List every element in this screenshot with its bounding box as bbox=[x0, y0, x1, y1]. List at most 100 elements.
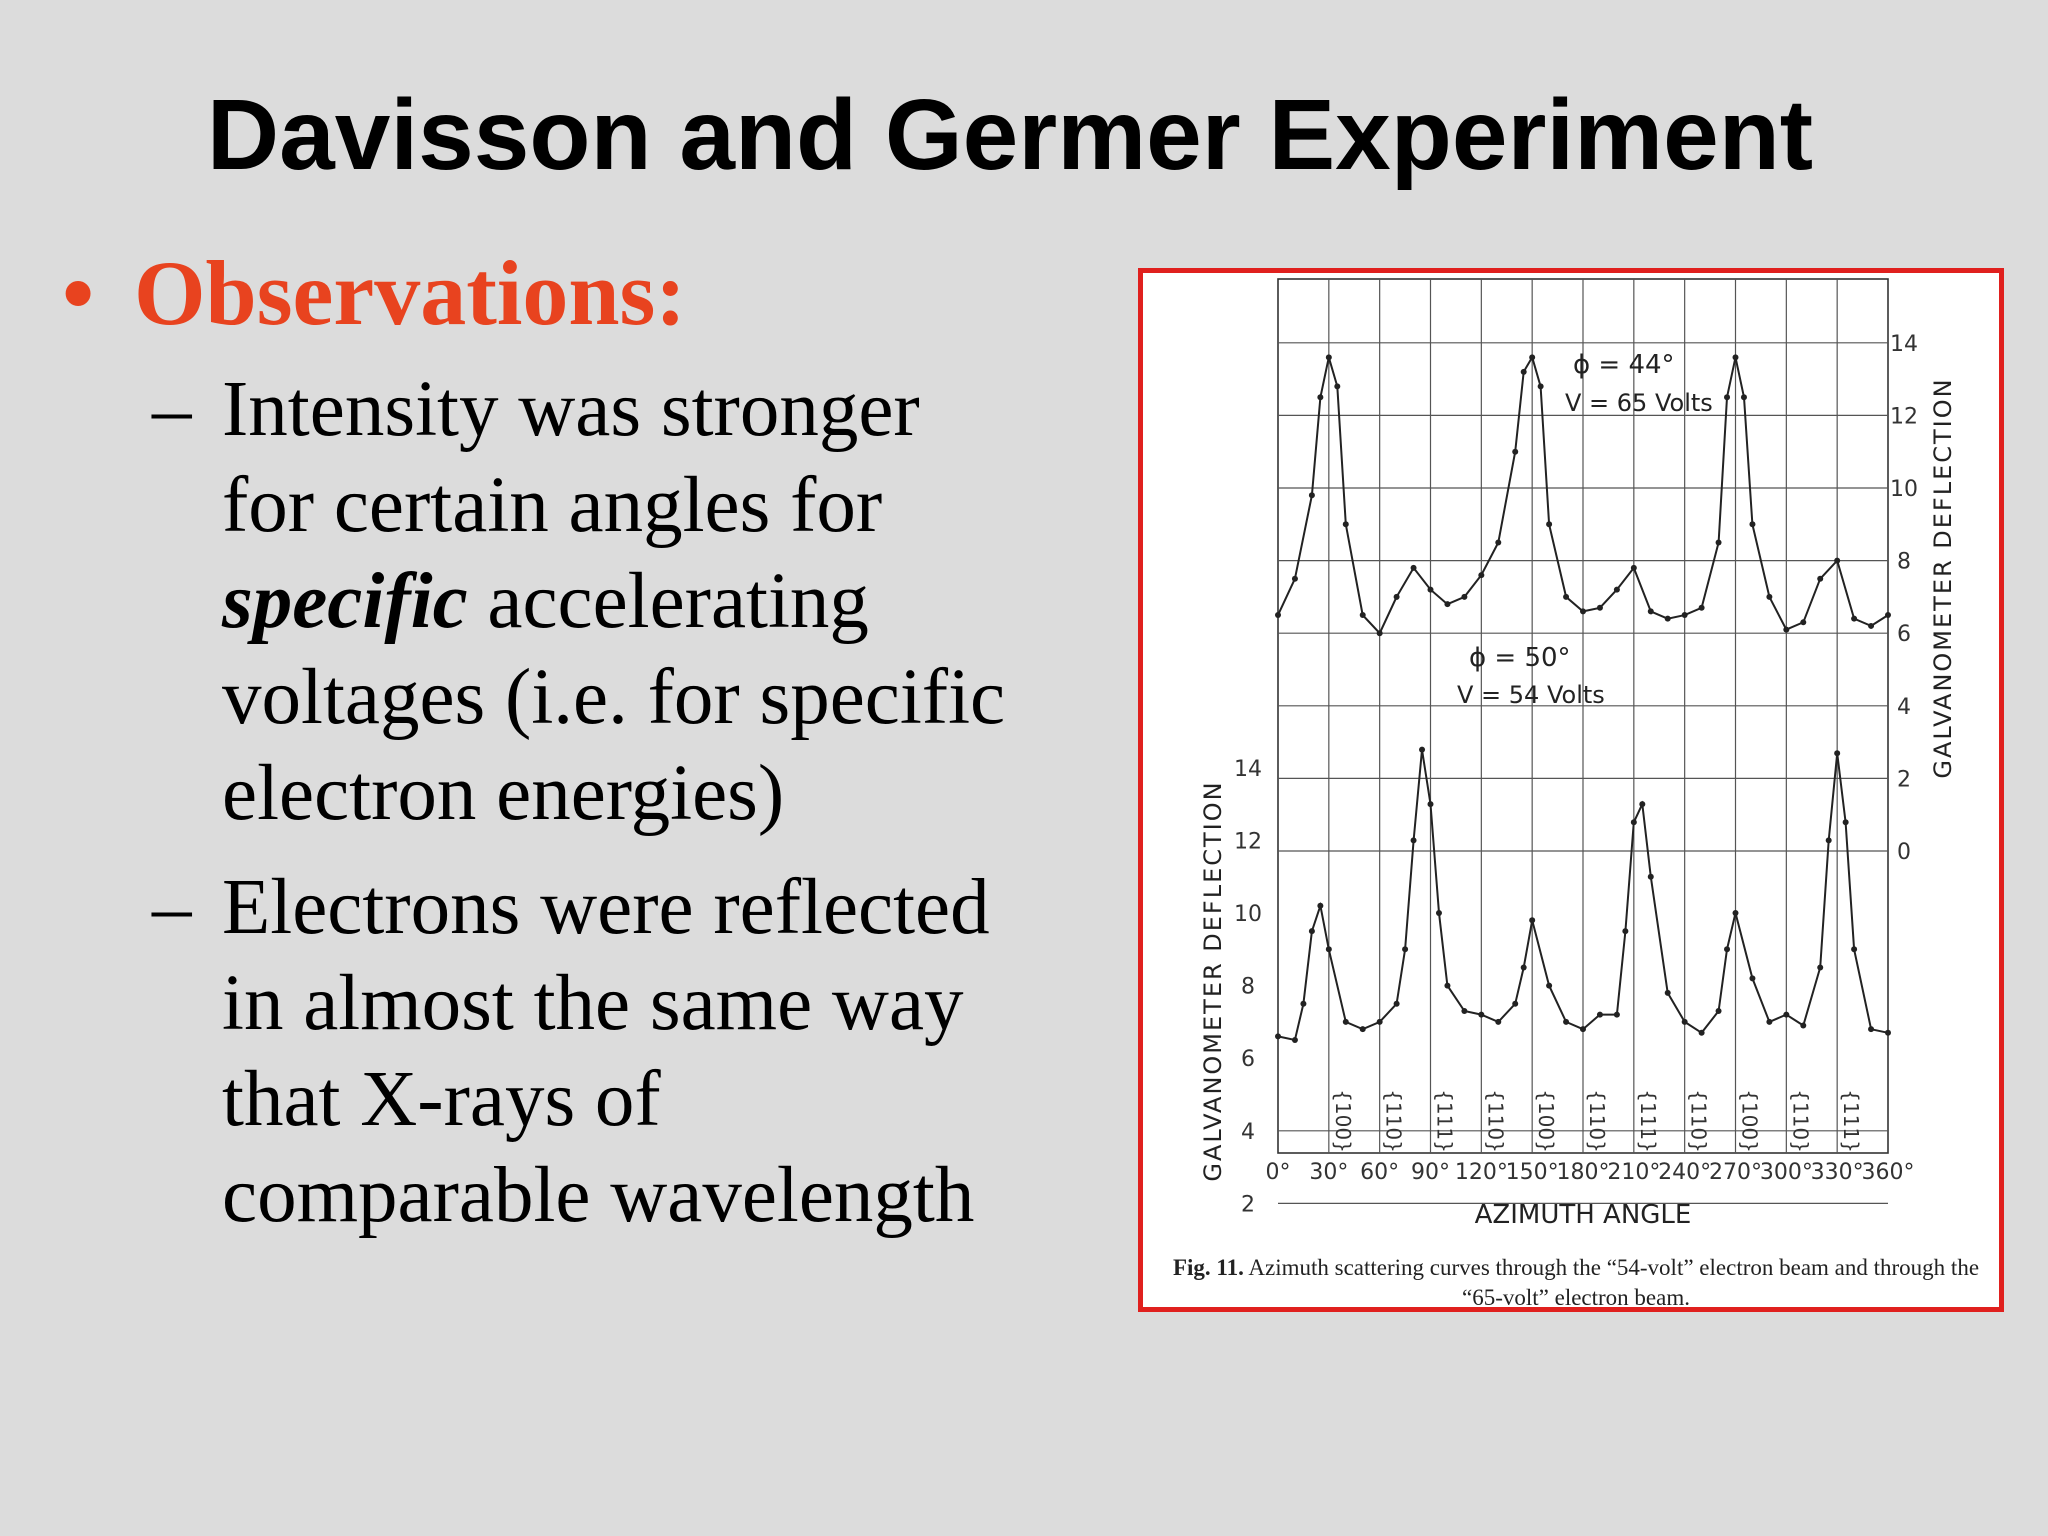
curve-54-volts-point bbox=[1724, 946, 1731, 953]
sub1-line-5: electron energies) bbox=[222, 750, 785, 837]
crystal-plane-label: {110} bbox=[1687, 1089, 1711, 1153]
curve-54-volts-point bbox=[1698, 1029, 1705, 1036]
sub-bullet-reflection: – Electrons were reflected in almost the… bbox=[152, 860, 990, 1244]
curve-65-volts-point bbox=[1664, 615, 1671, 622]
slide-title: Davisson and Germer Experiment bbox=[206, 79, 1814, 191]
curve-54-volts-line bbox=[1277, 749, 1889, 1042]
curve-65-volts-point bbox=[1291, 575, 1298, 582]
curve-54-volts-point bbox=[1520, 964, 1527, 971]
caption-number: Fig. 11. bbox=[1172, 1255, 1244, 1280]
curve-54-volts-point bbox=[1410, 837, 1417, 844]
curve-65-volts-point bbox=[1732, 354, 1739, 361]
curve-54-volts-point bbox=[1419, 746, 1426, 753]
curve-65-volts-point bbox=[1885, 612, 1891, 619]
curve-54-volts-point bbox=[1842, 819, 1849, 826]
curve-65-volts-point bbox=[1580, 608, 1586, 615]
curve-54-volts-point bbox=[1461, 1008, 1468, 1015]
curve-65-volts-point bbox=[1834, 557, 1841, 564]
right-axis-tick-label: 0 bbox=[1897, 840, 1911, 865]
curve-54-volts-point bbox=[1275, 1033, 1281, 1040]
curve-54-volts-point bbox=[1291, 1037, 1298, 1044]
curve-54-volts-point bbox=[1885, 1029, 1891, 1036]
sub2-line-4: comparable wavelength bbox=[222, 1152, 975, 1239]
figure-caption: Fig. 11. Azimuth scattering curves throu… bbox=[1151, 1253, 2001, 1313]
sub-bullet-intensity: – Intensity was stronger for certain ang… bbox=[152, 362, 1005, 842]
observations-bullet: • Observations: bbox=[62, 240, 686, 346]
curve-54-volts-point bbox=[1300, 1000, 1307, 1007]
curve-65-volts-point bbox=[1308, 492, 1315, 499]
left-axis-title: GALVANOMETER DEFLECTION bbox=[1199, 780, 1227, 1181]
x-axis-tick-label: 270° bbox=[1709, 1160, 1762, 1185]
curve-54-volts-point bbox=[1444, 982, 1451, 989]
curve-65-volts-point bbox=[1537, 383, 1544, 390]
right-axis-tick-label: 10 bbox=[1890, 477, 1918, 502]
crystal-plane-label: {100} bbox=[1331, 1089, 1355, 1153]
left-axis-tick-label: 2 bbox=[1241, 1192, 1255, 1217]
crystal-plane-label: {111} bbox=[1839, 1089, 1863, 1153]
x-axis-tick-label: 360° bbox=[1862, 1160, 1915, 1185]
specific-emphasis: specific bbox=[222, 558, 468, 645]
crystal-plane-label: {110} bbox=[1483, 1089, 1507, 1153]
curve-54-volts-point bbox=[1664, 989, 1671, 996]
curve-65-volts-point bbox=[1512, 448, 1519, 455]
curve-54-volts-point bbox=[1800, 1022, 1807, 1029]
x-axis-tick-label: 240° bbox=[1658, 1160, 1711, 1185]
curve-54-volts-point bbox=[1732, 910, 1739, 916]
curve-65-volts-point bbox=[1817, 575, 1824, 582]
sub2-line-3: that X-rays of bbox=[222, 1056, 661, 1143]
curve-54-volts-point bbox=[1749, 975, 1756, 982]
azimuth-scattering-chart: 2 4 6 8 10 12 14 0 2 4 6 8 10 12 14 0° 30° 60° 90° 120°150°… bbox=[1199, 278, 1957, 1230]
dash-marker: – bbox=[152, 864, 192, 951]
curve-54-volts-point bbox=[1325, 946, 1332, 953]
curve-54-volts-point bbox=[1376, 1018, 1383, 1025]
right-axis-tick-label: 8 bbox=[1897, 550, 1911, 575]
left-axis-tick-label: 4 bbox=[1241, 1120, 1255, 1145]
curve-65-volts-point bbox=[1698, 604, 1705, 611]
right-axis-tick-label: 14 bbox=[1890, 332, 1918, 357]
curve-65-volts-point bbox=[1563, 593, 1570, 600]
curve-65-volts-point bbox=[1334, 383, 1341, 390]
x-axis-tick-label: 90° bbox=[1411, 1160, 1450, 1185]
curve-65-volts-point bbox=[1376, 630, 1383, 637]
curve-65-volts-point bbox=[1868, 622, 1875, 629]
x-axis-tick-label: 60° bbox=[1360, 1160, 1399, 1185]
curve-65-volts-point bbox=[1681, 612, 1688, 619]
curve-54-volts-point bbox=[1478, 1011, 1485, 1018]
sub2-line-1: Electrons were reflected bbox=[222, 864, 990, 951]
curve-54-volts-point bbox=[1427, 801, 1434, 808]
curve-54-volts-point bbox=[1630, 819, 1637, 826]
right-axis-tick-label: 4 bbox=[1897, 695, 1911, 720]
curve-54-volts-point bbox=[1715, 1008, 1722, 1015]
upper-curve-angle-label: ϕ = 44° bbox=[1573, 350, 1675, 380]
curve-54-volts-point bbox=[1596, 1011, 1603, 1018]
sub1-line-2: for certain angles for bbox=[222, 462, 883, 549]
curve-54-volts-point bbox=[1546, 982, 1553, 989]
curve-54-volts-point bbox=[1834, 750, 1841, 757]
curve-65-volts-point bbox=[1783, 626, 1790, 633]
curve-54-volts-point bbox=[1681, 1018, 1688, 1025]
crystal-plane-label: {100} bbox=[1534, 1089, 1558, 1153]
curve-65-volts-point bbox=[1546, 521, 1553, 528]
curve-65-volts-point bbox=[1495, 539, 1502, 546]
curve-54-volts-point bbox=[1495, 1018, 1502, 1025]
curve-65-volts-point bbox=[1317, 394, 1324, 401]
curve-65-volts-point bbox=[1359, 612, 1366, 619]
x-axis-tick-label: 330° bbox=[1811, 1160, 1864, 1185]
x-axis-tick-label: 210° bbox=[1607, 1160, 1660, 1185]
sub1-line-4: voltages (i.e. for specific bbox=[222, 654, 1006, 741]
x-axis-tick-label: 120° bbox=[1455, 1160, 1508, 1185]
curve-54-volts-point bbox=[1308, 928, 1315, 935]
curve-65-volts-point bbox=[1325, 354, 1332, 361]
curve-65-volts-point bbox=[1740, 394, 1747, 401]
sub1-line-3-rest: accelerating bbox=[467, 558, 869, 645]
sub1-line-1: Intensity was stronger bbox=[222, 366, 920, 453]
curve-54-volts-point bbox=[1512, 1000, 1519, 1007]
observations-heading: Observations: bbox=[134, 242, 686, 344]
curve-65-volts-point bbox=[1444, 601, 1451, 608]
curve-54-volts-point bbox=[1393, 1000, 1400, 1007]
curve-54-volts-point bbox=[1580, 1026, 1586, 1033]
lower-curve-angle-label: ϕ = 50° bbox=[1469, 643, 1571, 673]
curve-65-volts-point bbox=[1630, 564, 1637, 571]
left-axis-tick-label: 14 bbox=[1234, 757, 1262, 782]
crystal-plane-label: {100} bbox=[1738, 1089, 1762, 1153]
